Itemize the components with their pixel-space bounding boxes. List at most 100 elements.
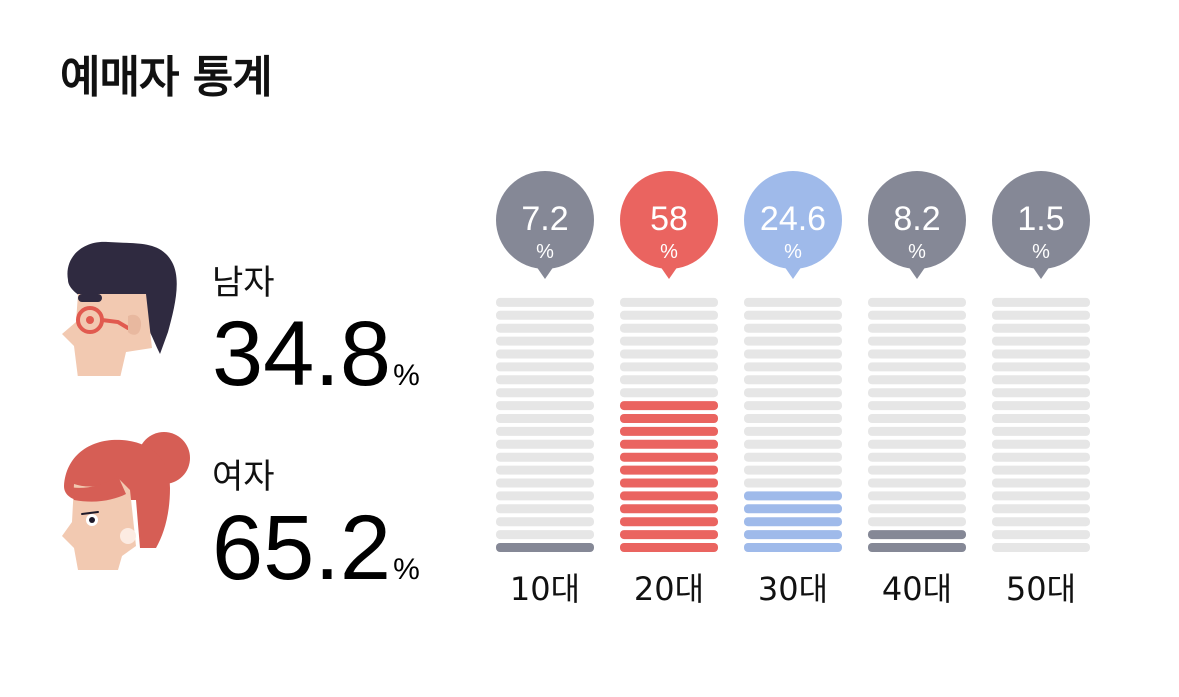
bar-segment-empty (744, 440, 842, 449)
bar-segment-filled (868, 543, 966, 552)
data-label: 8.2 (893, 200, 940, 238)
bar-segment-empty (496, 350, 594, 359)
bar-segment-empty (496, 298, 594, 307)
bar-segment-empty (992, 479, 1090, 488)
category-label: 20대 (634, 570, 704, 608)
bar-segment-empty (992, 350, 1090, 359)
bar-segment-filled (620, 466, 718, 475)
male-avatar-icon (56, 236, 196, 376)
bar-segment-empty (496, 324, 594, 333)
bar-segment-empty (620, 298, 718, 307)
bar-segment-empty (744, 311, 842, 320)
data-label: 58 (650, 200, 688, 238)
bar-segment-empty (868, 324, 966, 333)
male-stat: 남자 34.8% (56, 236, 476, 396)
bar-segment-empty (992, 324, 1090, 333)
bar-segment-empty (868, 375, 966, 384)
female-percentage: 65.2% (212, 502, 420, 594)
bar-segment-empty (620, 350, 718, 359)
female-percent-unit: % (393, 553, 420, 586)
bar-segment-empty (620, 388, 718, 397)
bar-segment-empty (496, 311, 594, 320)
data-label-unit: % (1032, 241, 1050, 263)
category-label: 30대 (758, 570, 828, 608)
bar-segment-empty (744, 337, 842, 346)
bar-segment-empty (992, 440, 1090, 449)
page-title: 예매자 통계 (60, 56, 272, 100)
data-label-unit: % (784, 241, 802, 263)
female-avatar-icon (56, 430, 196, 570)
bar-segment-empty (744, 375, 842, 384)
data-label: 1.5 (1017, 200, 1064, 238)
data-label-unit: % (908, 241, 926, 263)
category-label: 40대 (882, 570, 952, 608)
bar-segment-filled (620, 401, 718, 410)
bar-segment-empty (868, 311, 966, 320)
bar-segment-empty (992, 311, 1090, 320)
bar-segment-empty (992, 491, 1090, 500)
bar-segment-empty (496, 401, 594, 410)
male-percent-unit: % (393, 359, 420, 392)
bar-segment-empty (992, 427, 1090, 436)
data-label-unit: % (660, 241, 678, 263)
bar-segment-empty (868, 401, 966, 410)
bar-segment-empty (868, 362, 966, 371)
bar-segment-filled (620, 479, 718, 488)
bar-segment-empty (620, 337, 718, 346)
bar-segment-empty (496, 440, 594, 449)
bar-segment-filled (744, 517, 842, 526)
bar-segment-empty (496, 491, 594, 500)
bar-segment-empty (744, 479, 842, 488)
bar-segment-empty (744, 401, 842, 410)
bar-segment-empty (620, 324, 718, 333)
bar-segment-empty (868, 466, 966, 475)
bar-segment-empty (868, 414, 966, 423)
bar-segment-empty (992, 466, 1090, 475)
male-label: 남자 (212, 266, 275, 300)
female-stat: 여자 65.2% (56, 430, 476, 590)
bar-segment-filled (620, 517, 718, 526)
bar-segment-filled (620, 504, 718, 513)
bar-segment-empty (496, 337, 594, 346)
category-label: 10대 (510, 570, 580, 608)
bar-segment-empty (992, 504, 1090, 513)
bar-segment-filled (620, 453, 718, 462)
bar-segment-empty (744, 388, 842, 397)
bar-segment-empty (992, 362, 1090, 371)
bar-segment-filled (620, 414, 718, 423)
bar-segment-empty (868, 479, 966, 488)
bar-segment-empty (992, 414, 1090, 423)
bar-segment-filled (620, 491, 718, 500)
bar-segment-empty (992, 388, 1090, 397)
bar-segment-filled (744, 491, 842, 500)
bar-segment-empty (992, 530, 1090, 539)
bar-segment-filled (744, 530, 842, 539)
bar-segment-empty (496, 427, 594, 436)
bar-segment-empty (868, 427, 966, 436)
bar-segment-empty (496, 466, 594, 475)
bar-segment-empty (496, 504, 594, 513)
age-distribution-chart: 7.2%10대58%20대24.6%30대8.2%40대1.5%50대 (490, 170, 1110, 630)
bar-segment-empty (868, 350, 966, 359)
bar-segment-filled (620, 530, 718, 539)
bar-segment-empty (868, 440, 966, 449)
bar-segment-empty (868, 453, 966, 462)
bar-segment-empty (992, 543, 1090, 552)
category-label: 50대 (1006, 570, 1076, 608)
bar-segment-empty (868, 388, 966, 397)
bar-segment-empty (744, 362, 842, 371)
bar-segment-empty (868, 337, 966, 346)
bar-segment-filled (620, 440, 718, 449)
bar-segment-empty (868, 298, 966, 307)
bar-segment-filled (496, 543, 594, 552)
bar-segment-filled (744, 504, 842, 513)
bar-segment-empty (496, 479, 594, 488)
data-label: 24.6 (760, 200, 826, 238)
bar-segment-empty (496, 530, 594, 539)
bar-segment-empty (496, 517, 594, 526)
data-label: 7.2 (521, 200, 568, 238)
bar-segment-empty (992, 375, 1090, 384)
bar-segment-empty (868, 504, 966, 513)
bar-segment-empty (744, 453, 842, 462)
bar-segment-empty (744, 414, 842, 423)
